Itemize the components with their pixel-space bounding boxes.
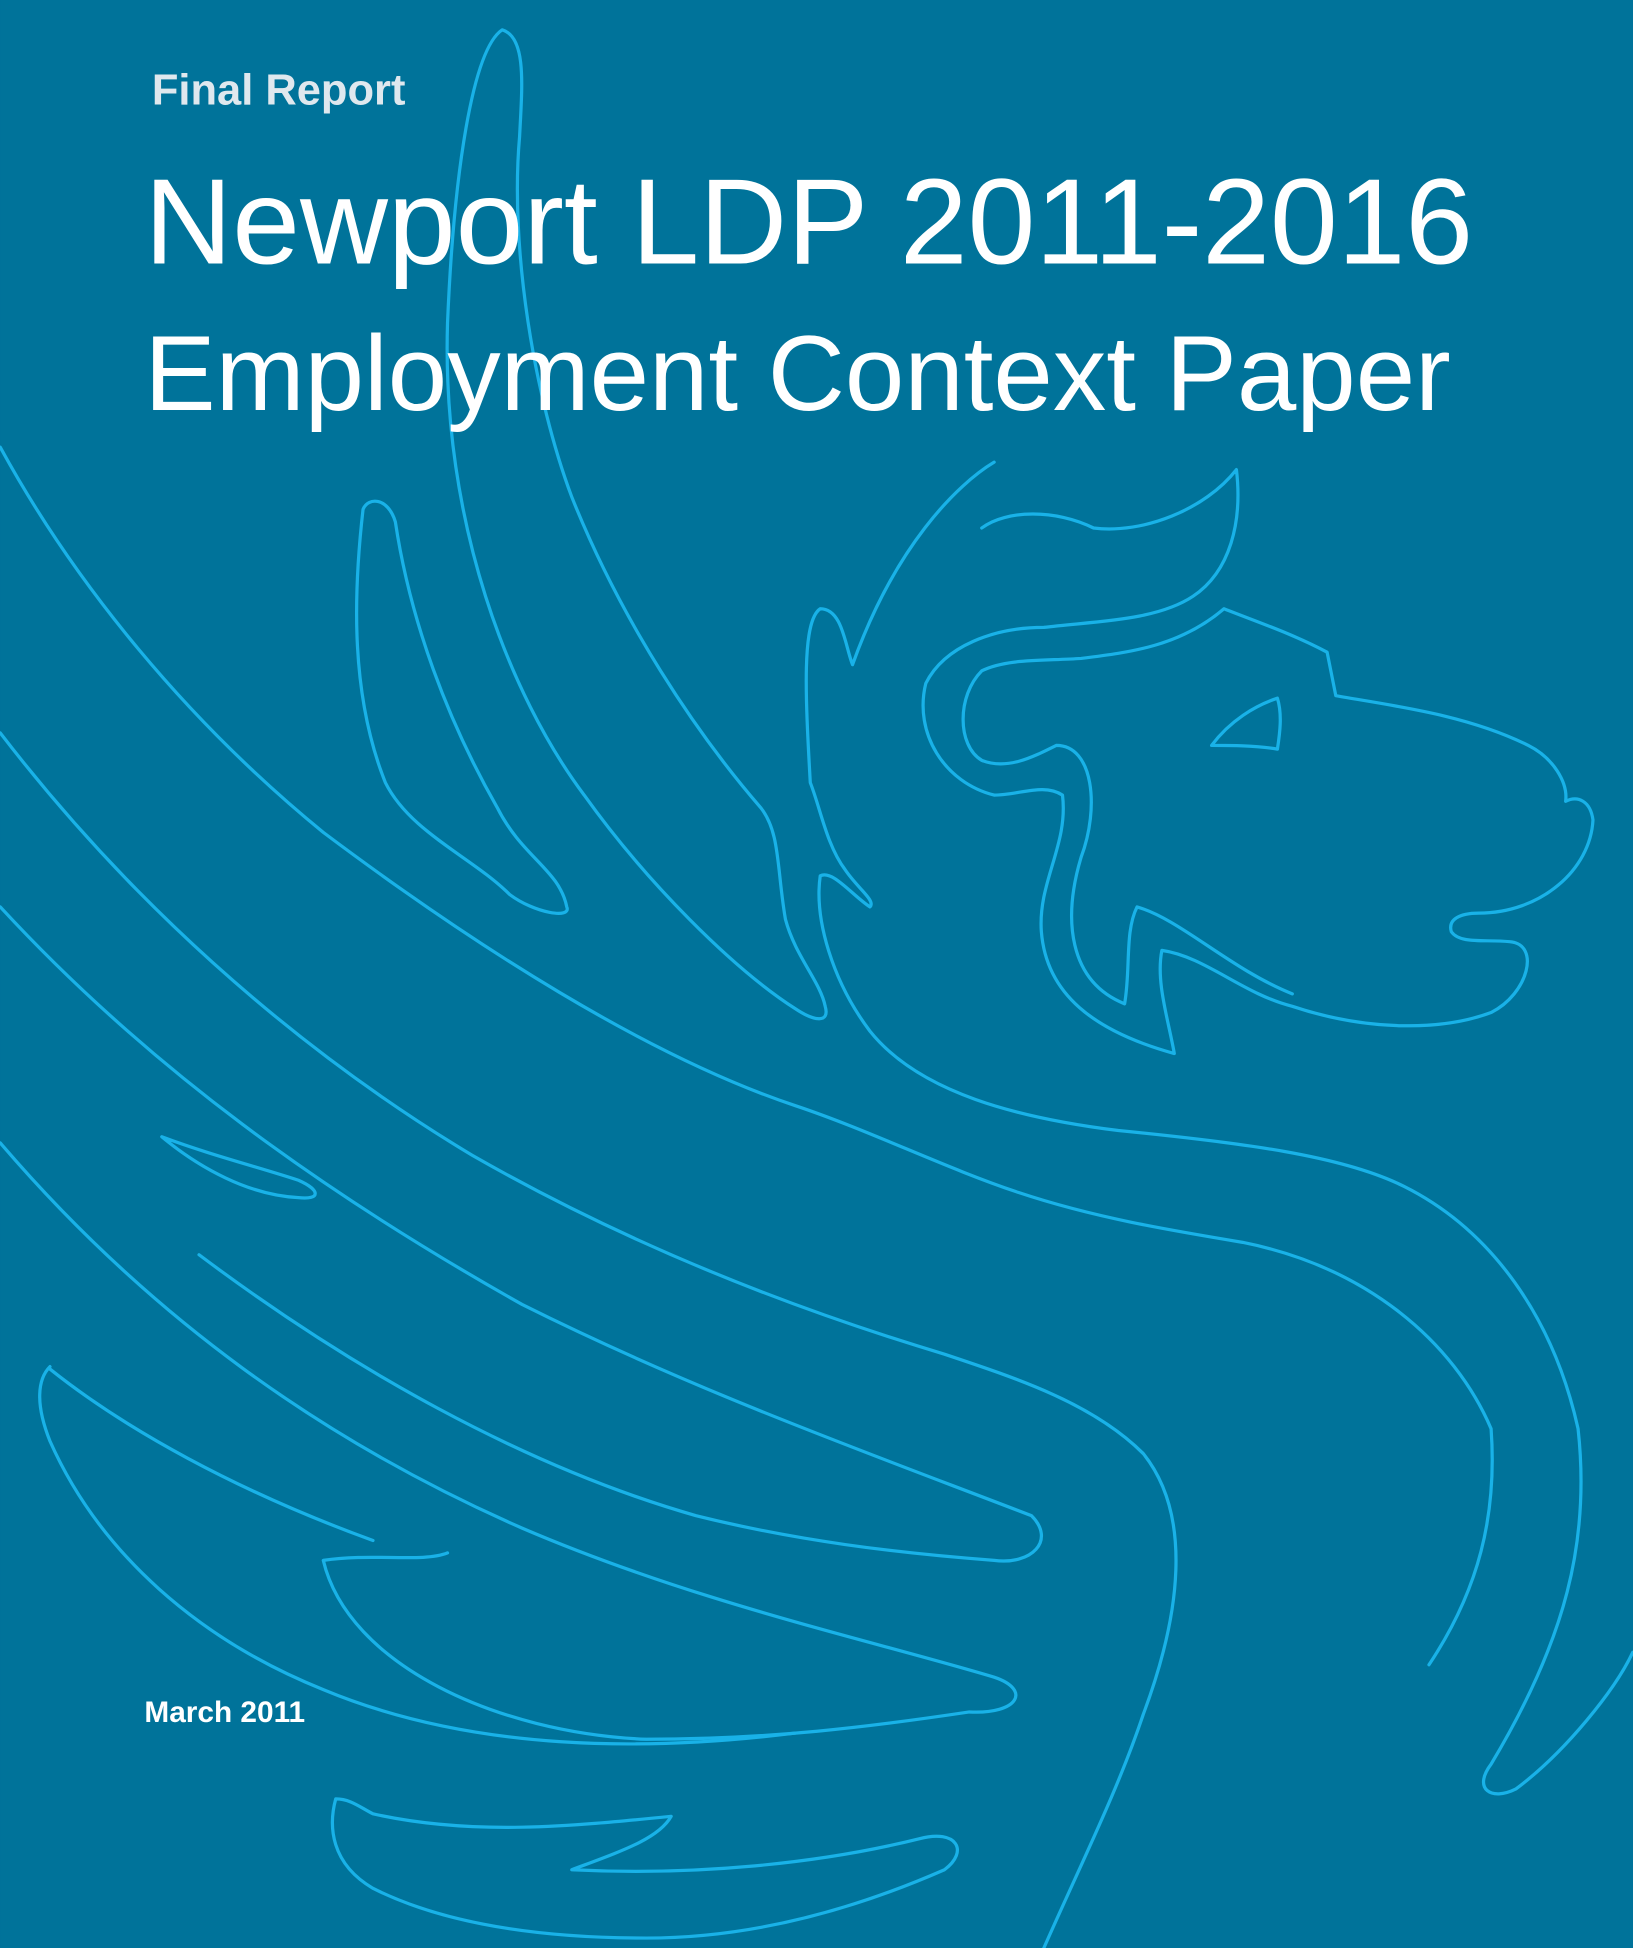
- wing-sweep: [0, 445, 1494, 1667]
- griffin-outline: [0, 28, 1633, 1948]
- wing-feather: [445, 28, 828, 1021]
- mane: [921, 467, 1595, 1056]
- wing-sweep: [0, 731, 1178, 1948]
- date: March 2011: [144, 1696, 305, 1729]
- wing-sweep: [0, 1141, 1018, 1741]
- title: Newport LDP 2011-2016: [144, 153, 1473, 289]
- report-label: Final Report: [152, 66, 406, 114]
- head: [804, 460, 1633, 1796]
- subtitle: Employment Context Paper: [144, 313, 1450, 433]
- wing-feather: [355, 499, 569, 915]
- wing-feather: [48, 1367, 375, 1543]
- wing-feather: [160, 1135, 317, 1200]
- wing-sweep: [0, 905, 1044, 1563]
- wing-feather: [330, 1797, 959, 1940]
- eye: [1209, 696, 1282, 751]
- wing-feather: [38, 1364, 797, 1746]
